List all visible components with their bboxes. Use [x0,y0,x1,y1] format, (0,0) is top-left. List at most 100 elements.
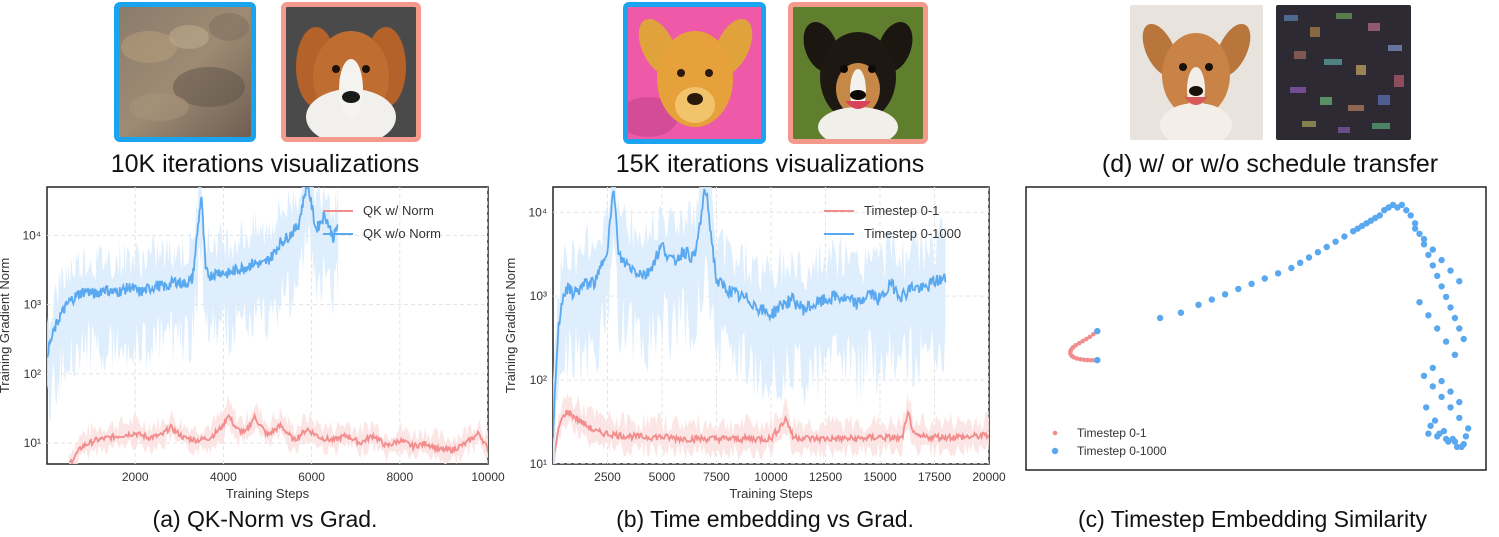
caption-chart-b: (b) Time embedding vs Grad. [616,506,914,532]
scatter-point-1 [1248,280,1255,287]
scatter-point-1 [1177,309,1185,316]
scatter-point-1 [1323,243,1330,251]
scatter-point-1 [1456,414,1463,422]
chart-a: 2000 4000 6000 8000 10000 10¹ 10² 10³ 10⁴ Trainin… [0,186,505,501]
scatter-point-1 [1429,364,1436,372]
scatter-point-1 [1416,299,1423,306]
scatter-point-1 [1425,251,1432,259]
scatter-point-1 [1420,241,1428,248]
legend-marker [1051,447,1059,455]
series-line-1 [553,188,947,439]
scatter-point-1 [1447,404,1454,411]
y-tick-label: 10³ [24,298,41,312]
series-band-1 [553,187,946,464]
scatter-point-1 [1398,201,1406,209]
y-tick-label: 10³ [530,289,547,303]
scatter-point-1 [1411,220,1419,227]
caption-chart-a: (a) QK-Norm vs Grad. [152,506,378,532]
scatter-point-0 [1085,357,1090,363]
scatter-point-1 [1465,425,1472,432]
dog-portrait-a-svg [286,7,416,137]
plot-area [47,187,488,464]
scatter-point-1 [1305,254,1313,261]
scatter-point-1 [1411,225,1419,232]
scatter-point-0 [1078,357,1083,362]
scatter-point-1 [1420,235,1428,243]
x-axis-label: Training Steps [226,486,310,501]
noise-texture-image-d [1276,5,1411,140]
scatter-point-1 [1456,278,1463,285]
x-tick-label: 6000 [298,470,325,484]
scatter-point-1 [1438,393,1445,401]
scatter-point-0 [1088,358,1094,363]
caption-chart-c: (c) Timestep Embedding Similarity [1078,506,1427,532]
x-tick-label: 5000 [649,470,676,484]
series-band-1 [47,187,339,422]
y-tick-label: 10⁴ [22,228,41,242]
painted-dog-image-b [623,2,766,144]
legend-label: Timestep 0-1 [864,203,939,218]
scatter-point-1 [1442,293,1450,301]
scatter-point-1 [1427,422,1434,429]
scatter-point-1 [1438,256,1445,264]
scatter-point-1 [1456,398,1463,406]
scatter-point-1 [1438,283,1445,290]
scatter-point-1 [1156,314,1164,322]
scatter-point-1 [1208,296,1215,303]
scatter-point-1 [1314,249,1322,256]
scatter-point-1 [1458,443,1465,451]
scatter-point-1 [1445,438,1452,445]
legend-label: QK w/o Norm [363,226,441,241]
scatter-point-1 [1297,259,1304,266]
scatter-point-1 [1453,443,1461,451]
series-line-1 [47,187,339,358]
dog-portrait-b-svg [793,7,923,139]
scatter-point-1 [1429,262,1436,269]
scatter-point-1 [1451,314,1459,322]
series-line-0 [553,409,989,464]
scatter-point-0 [1076,340,1082,346]
scatter-point-1 [1460,335,1467,343]
scatter-point-1 [1423,404,1430,411]
x-tick-label: 4000 [210,470,237,484]
legend-label: QK w/ Norm [363,203,434,218]
painted-dog-b-svg [628,7,761,139]
noise-texture-image-a [114,2,256,142]
y-axis-label: Training Gradient Norm [0,258,12,393]
scatter-point-1 [1436,430,1443,437]
series-band-0 [553,393,989,464]
scatter-point-1 [1407,212,1414,219]
scatter-point-1 [1431,417,1439,424]
x-tick-label: 8000 [386,470,413,484]
x-axis-label: Training Steps [729,486,813,501]
scatter-point-1 [1420,372,1428,379]
x-tick-label: 17500 [918,470,952,484]
scatter-point-1 [1447,267,1454,274]
chart-b: 2500 5000 7500 10000 12500 15000 17500 20000 10¹… [505,186,1006,501]
scatter-point-1 [1341,233,1348,240]
legend-marker [1052,430,1058,436]
dog-portrait-d-svg [1130,5,1263,140]
scatter-point-1 [1447,388,1454,395]
y-tick-label: 10⁴ [528,205,547,219]
scatter-point-1 [1447,304,1454,311]
noise-texture-d-svg [1276,5,1411,140]
plot-frame [1025,186,1487,471]
legend-label: Timestep 0-1000 [864,226,961,241]
scatter-point-1 [1274,270,1282,277]
plot-area [553,187,989,464]
scatter-point-1 [1456,325,1463,332]
y-tick-label: 10² [530,373,547,387]
scatter-point-1 [1376,212,1383,219]
scatter-point-0 [1084,336,1089,342]
scatter-point-1 [1429,383,1436,390]
y-tick-label: 10¹ [24,436,41,450]
scatter-point-1 [1416,230,1423,237]
scatter-point-1 [1195,301,1202,308]
scatter-point-0 [1087,334,1093,340]
legend-label: Timestep 0-1 [1077,426,1147,440]
scatter-point-0 [1080,338,1085,344]
scatter-point-1 [1094,356,1101,364]
dog-portrait-image-b [788,2,928,144]
dog-portrait-image-a [281,2,421,142]
